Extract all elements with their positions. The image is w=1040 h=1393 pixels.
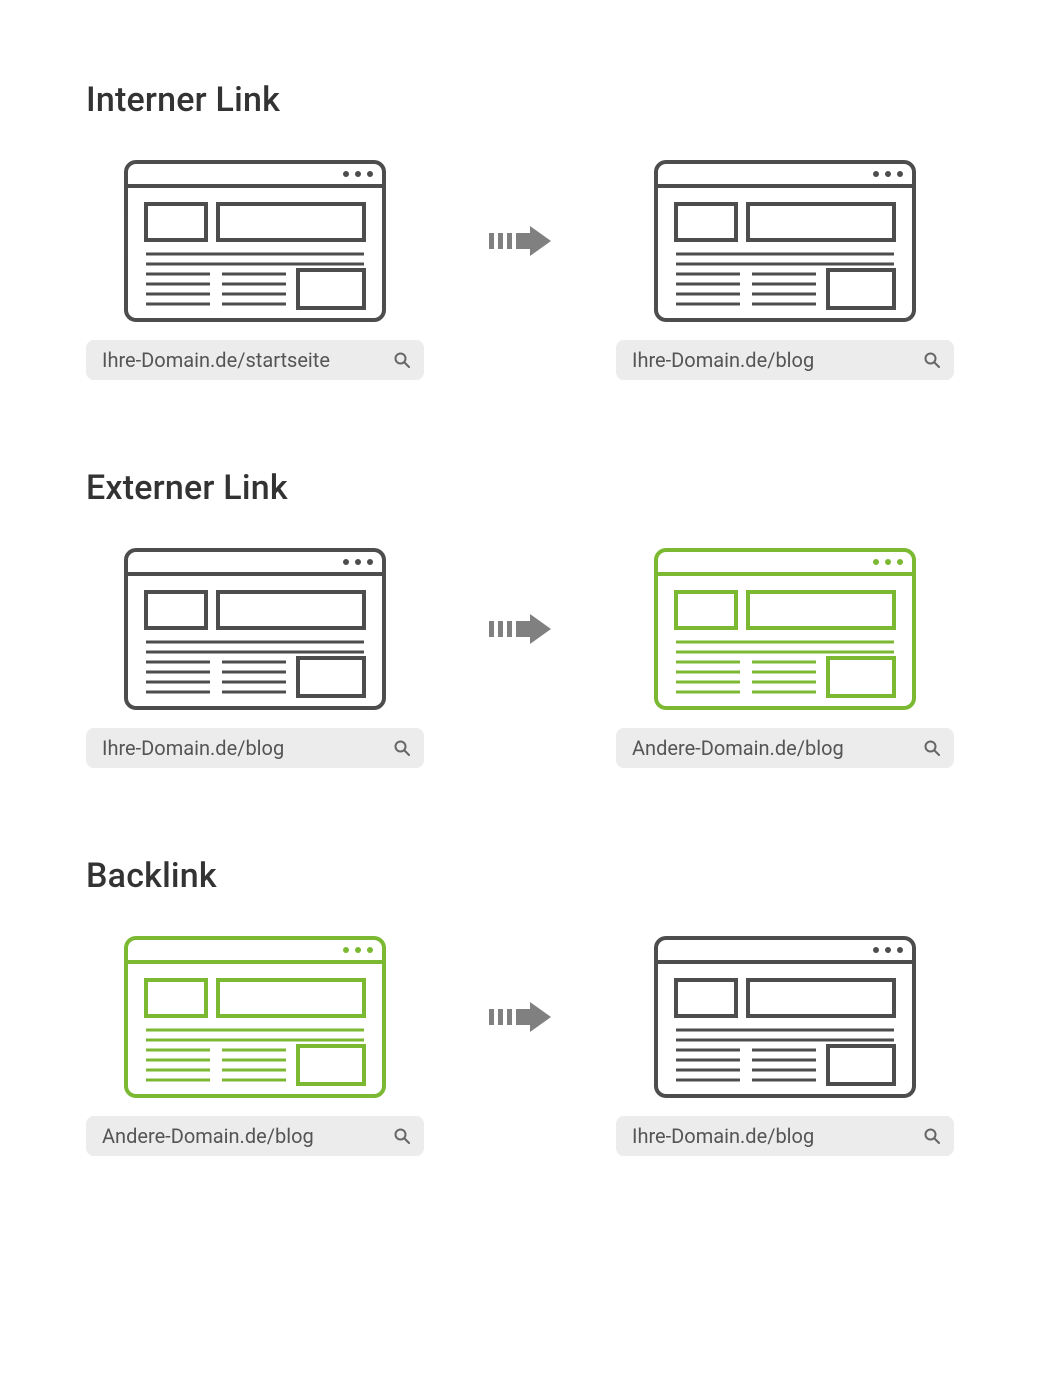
section-internal-link: Interner Link Ihre-Domain.de/startseite … xyxy=(86,80,954,380)
url-text: Ihre-Domain.de/startseite xyxy=(102,348,330,372)
browser-window-icon xyxy=(124,548,386,710)
arrow xyxy=(489,1002,551,1032)
url-pill-left: Ihre-Domain.de/startseite xyxy=(86,340,424,380)
browser-right xyxy=(616,160,954,322)
browser-right xyxy=(616,936,954,1098)
browser-window-icon xyxy=(654,548,916,710)
arrow-right-icon xyxy=(489,1002,551,1032)
url-pill-right: Ihre-Domain.de/blog xyxy=(616,340,954,380)
browser-right xyxy=(616,548,954,710)
heading-external: Externer Link xyxy=(86,468,954,508)
browser-left xyxy=(86,160,424,322)
arrow xyxy=(489,614,551,644)
browser-window-icon xyxy=(124,936,386,1098)
url-text: Andere-Domain.de/blog xyxy=(632,736,844,760)
url-text: Ihre-Domain.de/blog xyxy=(102,736,284,760)
url-pill-left: Andere-Domain.de/blog xyxy=(86,1116,424,1156)
browser-left xyxy=(86,936,424,1098)
arrow xyxy=(489,226,551,256)
search-icon xyxy=(394,740,410,756)
search-icon xyxy=(924,352,940,368)
url-pill-right: Ihre-Domain.de/blog xyxy=(616,1116,954,1156)
url-text: Ihre-Domain.de/blog xyxy=(632,1124,814,1148)
search-icon xyxy=(394,1128,410,1144)
browser-window-icon xyxy=(654,936,916,1098)
url-pill-right: Andere-Domain.de/blog xyxy=(616,728,954,768)
section-external-link: Externer Link Ihre-Domain.de/blog Andere… xyxy=(86,468,954,768)
url-row: Andere-Domain.de/blog Ihre-Domain.de/blo… xyxy=(86,1116,954,1156)
search-icon xyxy=(394,352,410,368)
search-icon xyxy=(924,1128,940,1144)
url-text: Andere-Domain.de/blog xyxy=(102,1124,314,1148)
browser-left xyxy=(86,548,424,710)
url-row: Ihre-Domain.de/startseite Ihre-Domain.de… xyxy=(86,340,954,380)
url-pill-left: Ihre-Domain.de/blog xyxy=(86,728,424,768)
url-row: Ihre-Domain.de/blog Andere-Domain.de/blo… xyxy=(86,728,954,768)
arrow-right-icon xyxy=(489,614,551,644)
diagram-row xyxy=(86,548,954,710)
diagram-row xyxy=(86,160,954,322)
arrow-right-icon xyxy=(489,226,551,256)
search-icon xyxy=(924,740,940,756)
browser-window-icon xyxy=(654,160,916,322)
browser-window-icon xyxy=(124,160,386,322)
diagram-row xyxy=(86,936,954,1098)
infographic-root: Interner Link Ihre-Domain.de/startseite … xyxy=(0,0,1040,1236)
heading-internal: Interner Link xyxy=(86,80,954,120)
heading-backlink: Backlink xyxy=(86,856,954,896)
section-backlink: Backlink Andere-Domain.de/blog Ihre-Doma… xyxy=(86,856,954,1156)
url-text: Ihre-Domain.de/blog xyxy=(632,348,814,372)
